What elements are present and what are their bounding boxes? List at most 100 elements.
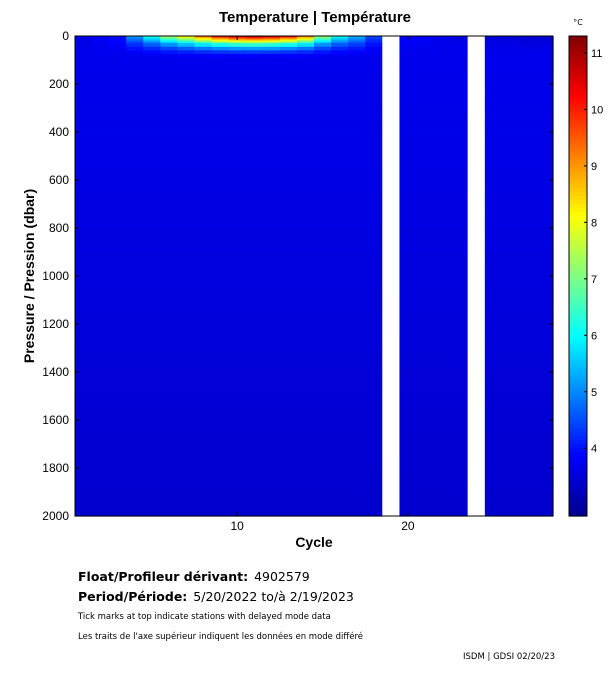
cell bbox=[245, 50, 264, 55]
cell bbox=[245, 504, 264, 517]
cell bbox=[348, 468, 366, 481]
cell bbox=[245, 288, 264, 301]
cell bbox=[416, 216, 435, 229]
cell bbox=[433, 348, 452, 361]
cell bbox=[399, 54, 418, 59]
cell bbox=[211, 396, 230, 409]
period-label: Period/Période: bbox=[78, 589, 188, 604]
cell bbox=[416, 300, 435, 313]
cell bbox=[331, 336, 349, 349]
cell bbox=[296, 57, 315, 62]
cell bbox=[279, 68, 298, 73]
cell bbox=[109, 408, 127, 421]
cell bbox=[211, 108, 230, 121]
cell bbox=[314, 252, 332, 265]
cell bbox=[143, 72, 161, 85]
cell bbox=[348, 38, 366, 41]
cell bbox=[399, 156, 418, 169]
cell bbox=[501, 456, 520, 469]
cell bbox=[535, 396, 554, 409]
cell bbox=[314, 468, 332, 481]
cell bbox=[535, 432, 554, 445]
cell bbox=[160, 300, 179, 313]
cell bbox=[433, 50, 452, 55]
cell bbox=[501, 46, 520, 51]
cell bbox=[92, 252, 110, 265]
cell bbox=[211, 264, 230, 277]
cell bbox=[296, 204, 315, 217]
cell bbox=[211, 50, 230, 55]
cell bbox=[535, 42, 554, 44]
cell bbox=[194, 468, 213, 481]
cell bbox=[331, 216, 349, 229]
cell bbox=[501, 204, 520, 217]
cell bbox=[211, 480, 230, 493]
cell bbox=[501, 492, 520, 505]
cell bbox=[262, 180, 281, 193]
cell bbox=[75, 132, 93, 145]
cell bbox=[92, 276, 110, 289]
cell bbox=[535, 84, 554, 97]
cell bbox=[331, 408, 349, 421]
colorbar-segment bbox=[569, 248, 587, 253]
cell bbox=[143, 54, 161, 59]
colorbar-segment bbox=[569, 172, 587, 177]
cell bbox=[450, 252, 469, 265]
cell bbox=[348, 96, 366, 109]
cell bbox=[399, 264, 418, 277]
cell bbox=[211, 36, 230, 38]
cell bbox=[143, 384, 161, 397]
cell bbox=[109, 240, 127, 253]
cell bbox=[484, 61, 503, 66]
cell bbox=[143, 456, 161, 469]
cell bbox=[109, 156, 127, 169]
cell bbox=[399, 96, 418, 109]
cell bbox=[279, 264, 298, 277]
colorbar-tick-label: 9 bbox=[591, 161, 597, 173]
cell bbox=[211, 168, 230, 181]
cell bbox=[109, 264, 127, 277]
cell bbox=[518, 504, 537, 517]
cell bbox=[126, 40, 144, 43]
cycle-column-20 bbox=[399, 36, 418, 517]
cell bbox=[399, 57, 418, 62]
cell bbox=[331, 480, 349, 493]
cell bbox=[109, 38, 127, 41]
cell bbox=[348, 108, 366, 121]
cell bbox=[416, 372, 435, 385]
cell bbox=[109, 492, 127, 505]
cell bbox=[126, 336, 144, 349]
cell bbox=[399, 144, 418, 157]
float-label: Float/Profileur dérivant: bbox=[78, 569, 249, 584]
cell bbox=[365, 144, 383, 157]
cell bbox=[314, 216, 332, 229]
colorbar-segment bbox=[569, 76, 587, 81]
cell bbox=[245, 432, 264, 445]
cell bbox=[194, 180, 213, 193]
cell bbox=[194, 420, 213, 433]
cell bbox=[279, 54, 298, 59]
cell bbox=[245, 132, 264, 145]
cell bbox=[518, 492, 537, 505]
cell bbox=[348, 432, 366, 445]
cell bbox=[228, 46, 247, 51]
cell bbox=[296, 228, 315, 241]
cell bbox=[143, 180, 161, 193]
period-range: 5/20/2022 to/à 2/19/2023 bbox=[193, 589, 354, 604]
cell bbox=[92, 444, 110, 457]
cell bbox=[143, 312, 161, 325]
cell bbox=[416, 156, 435, 169]
cell bbox=[365, 396, 383, 409]
cell bbox=[194, 300, 213, 313]
cell bbox=[245, 54, 264, 59]
colorbar-segment bbox=[569, 440, 587, 445]
cell bbox=[109, 288, 127, 301]
cell bbox=[177, 40, 196, 43]
cell bbox=[245, 348, 264, 361]
cell bbox=[143, 61, 161, 66]
cell bbox=[194, 46, 213, 51]
colorbar-segment bbox=[569, 36, 587, 41]
cell bbox=[177, 300, 196, 313]
cell bbox=[296, 444, 315, 457]
cell bbox=[501, 216, 520, 229]
